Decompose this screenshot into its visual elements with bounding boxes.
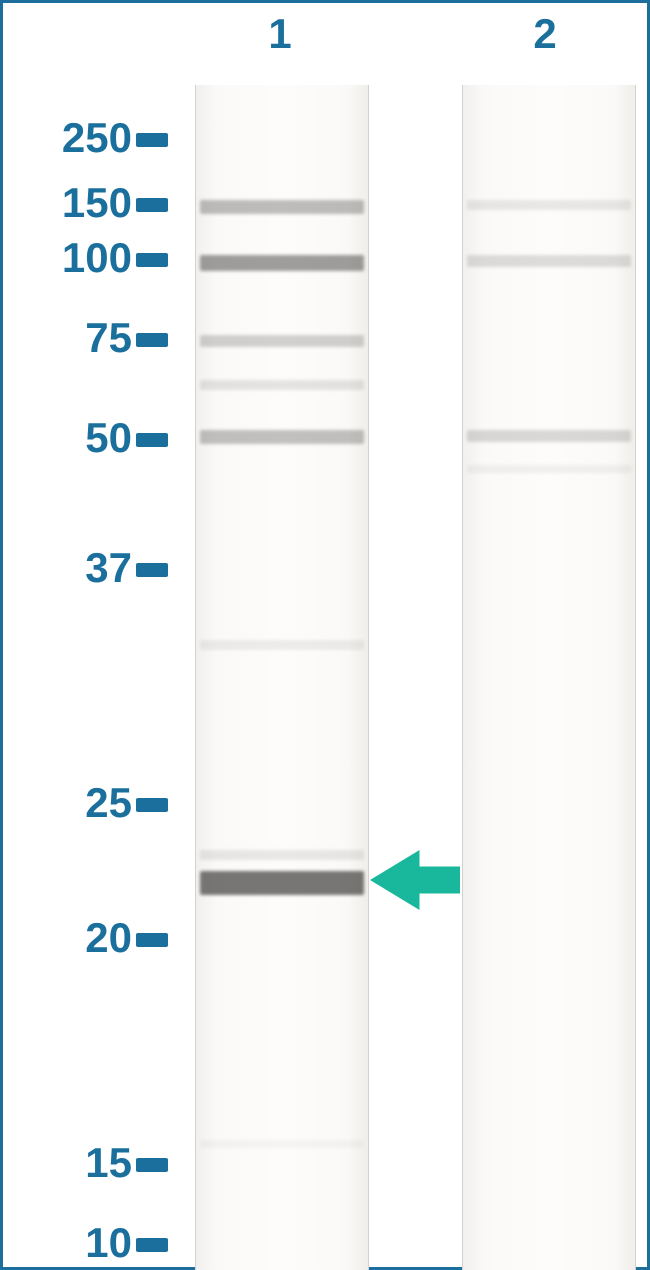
lane-1-band xyxy=(200,640,364,650)
lane-1-band xyxy=(200,850,364,860)
ladder-label-75: 75 xyxy=(85,314,132,362)
ladder-tick-37 xyxy=(136,563,168,577)
ladder-label-100: 100 xyxy=(62,234,132,282)
lane-1-band xyxy=(200,380,364,390)
ladder-tick-100 xyxy=(136,253,168,267)
lane-1-band xyxy=(200,871,364,895)
lane-1 xyxy=(195,85,369,1270)
ladder-label-15: 15 xyxy=(85,1139,132,1187)
arrow-left-icon xyxy=(370,850,460,910)
target-band-arrow xyxy=(370,850,460,910)
ladder-tick-150 xyxy=(136,198,168,212)
ladder-label-20: 20 xyxy=(85,914,132,962)
ladder-label-150: 150 xyxy=(62,179,132,227)
lane-2 xyxy=(462,85,636,1270)
western-blot-figure: 1 2 250 150 100 75 50 37 25 20 15 10 xyxy=(0,0,650,1270)
lane-2-band xyxy=(467,255,631,267)
ladder-tick-50 xyxy=(136,433,168,447)
ladder-label-10: 10 xyxy=(85,1219,132,1267)
ladder-label-250: 250 xyxy=(62,114,132,162)
lane-2-band xyxy=(467,200,631,210)
lane-2-band xyxy=(467,430,631,442)
lane-1-band xyxy=(200,335,364,347)
ladder-tick-20 xyxy=(136,933,168,947)
ladder-label-37: 37 xyxy=(85,544,132,592)
lane-1-band xyxy=(200,1140,364,1148)
ladder-label-25: 25 xyxy=(85,779,132,827)
ladder-label-50: 50 xyxy=(85,414,132,462)
ladder-tick-15 xyxy=(136,1158,168,1172)
lane-1-band xyxy=(200,430,364,444)
ladder-tick-25 xyxy=(136,798,168,812)
lane-2-band xyxy=(467,465,631,473)
lane-1-band xyxy=(200,200,364,214)
ladder-tick-75 xyxy=(136,333,168,347)
lane-1-band xyxy=(200,255,364,271)
lane-header-2: 2 xyxy=(505,10,585,58)
ladder-tick-250 xyxy=(136,133,168,147)
lane-header-1: 1 xyxy=(240,10,320,58)
ladder-tick-10 xyxy=(136,1238,168,1252)
